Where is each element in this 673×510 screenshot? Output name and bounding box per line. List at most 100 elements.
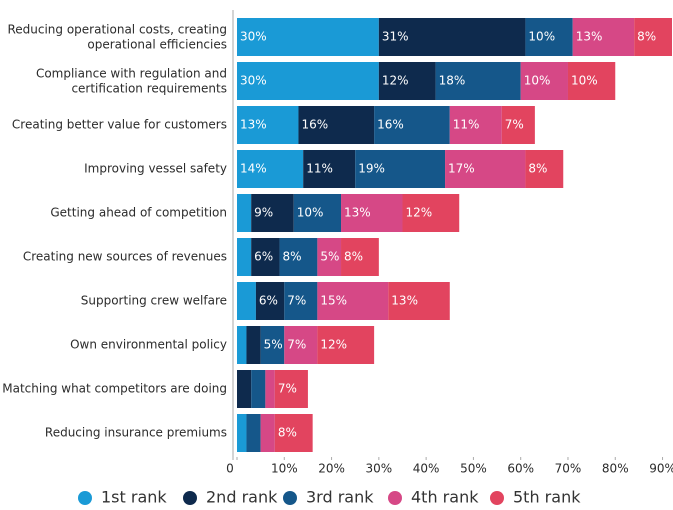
bar-segment (341, 194, 403, 232)
bar-segment (284, 326, 318, 364)
bar-segment (237, 282, 256, 320)
x-tick-label: 60% (507, 462, 534, 476)
bar-segment (378, 62, 436, 100)
value-label: 5% (320, 250, 339, 264)
x-tick-label: 90% (649, 462, 673, 476)
category-label: Creating better value for customers (12, 118, 227, 132)
value-label: 17% (448, 162, 475, 176)
bar-segment (246, 414, 261, 452)
bar-segment (237, 150, 304, 188)
legend-swatch (388, 491, 402, 505)
value-label: 8% (283, 250, 302, 264)
value-label: 13% (344, 206, 371, 220)
x-tick-label: 50% (460, 462, 487, 476)
bar-segment (237, 326, 247, 364)
category-label: Reducing insurance premiums (45, 426, 227, 440)
value-label: 9% (254, 206, 273, 220)
legend-swatch (183, 491, 197, 505)
category-label: Matching what competitors are doing (2, 382, 227, 396)
bar-segment (274, 370, 308, 408)
legend-swatch (78, 491, 92, 505)
value-label: 8% (528, 162, 547, 176)
bar-segment (303, 150, 356, 188)
x-tick-label: 30% (366, 462, 393, 476)
value-label: 30% (240, 30, 267, 44)
category-label: Improving vessel safety (84, 162, 227, 176)
bar-segment (284, 282, 318, 320)
bar-segment (572, 18, 635, 56)
value-label: 10% (528, 30, 555, 44)
category-label: Supporting crew welfare (81, 294, 227, 308)
legend-label: 1st rank (101, 488, 167, 507)
bar-segment (435, 62, 521, 100)
value-label: 8% (344, 250, 363, 264)
value-label: 7% (505, 118, 524, 132)
value-label: 30% (240, 74, 267, 88)
bar-segment (255, 282, 285, 320)
x-tick-label: 20% (318, 462, 345, 476)
bar-segment (237, 62, 379, 100)
x-tick-label: 0 (226, 462, 234, 476)
value-label: 13% (391, 294, 418, 308)
bar-segment (274, 414, 313, 452)
bar-segment (260, 326, 285, 364)
bar-segment (279, 238, 318, 276)
bar-segment (402, 194, 460, 232)
value-label: 10% (297, 206, 324, 220)
bar-segment (374, 106, 450, 144)
value-label: 12% (405, 206, 432, 220)
bar-segment (317, 238, 342, 276)
x-tick-label: 40% (413, 462, 440, 476)
bar-segment (525, 18, 573, 56)
value-label: 7% (278, 382, 297, 396)
value-label: 13% (576, 30, 603, 44)
bar-segment (449, 106, 502, 144)
category-label: Compliance with regulation and certificat… (36, 66, 227, 95)
bar-segment (260, 414, 275, 452)
bar-segment (341, 238, 379, 276)
value-label: 16% (377, 118, 404, 132)
bar-segment (237, 370, 252, 408)
bar-segment (317, 326, 375, 364)
value-label: 8% (278, 426, 297, 440)
value-label: 6% (259, 294, 278, 308)
legend-label: 2nd rank (206, 488, 278, 507)
legend-label: 5th rank (513, 488, 581, 507)
legend-label: 4th rank (411, 488, 479, 507)
bar-segment (237, 414, 247, 452)
bar-segment (246, 326, 261, 364)
value-label: 10% (571, 74, 598, 88)
bar-segment (293, 194, 342, 232)
value-label: 13% (240, 118, 267, 132)
bar-segment (567, 62, 616, 100)
bar-segment (520, 62, 568, 100)
bar-segment (378, 18, 526, 56)
value-label: 8% (637, 30, 656, 44)
value-label: 7% (287, 338, 306, 352)
legend-label: 3rd rank (306, 488, 374, 507)
value-label: 12% (382, 74, 409, 88)
bar-segment (251, 370, 266, 408)
bar-segment (355, 150, 446, 188)
category-label: Reducing operational costs, creating oper… (7, 22, 227, 51)
value-label: 5% (264, 338, 283, 352)
legend-swatch (283, 491, 297, 505)
x-tick-label: 10% (271, 462, 298, 476)
value-label: 12% (320, 338, 347, 352)
value-label: 15% (320, 294, 347, 308)
bar-segment (237, 106, 299, 144)
legend-swatch (490, 491, 504, 505)
bar-segment (251, 238, 280, 276)
bar-segment (501, 106, 535, 144)
value-label: 11% (306, 162, 333, 176)
bar-segment (317, 282, 389, 320)
value-label: 10% (524, 74, 551, 88)
bar-segment (388, 282, 450, 320)
bar-segment (298, 106, 375, 144)
value-label: 11% (453, 118, 480, 132)
bar-segment (237, 194, 252, 232)
bar-segment (237, 238, 252, 276)
value-label: 14% (240, 162, 267, 176)
category-label: Getting ahead of competition (50, 206, 227, 220)
